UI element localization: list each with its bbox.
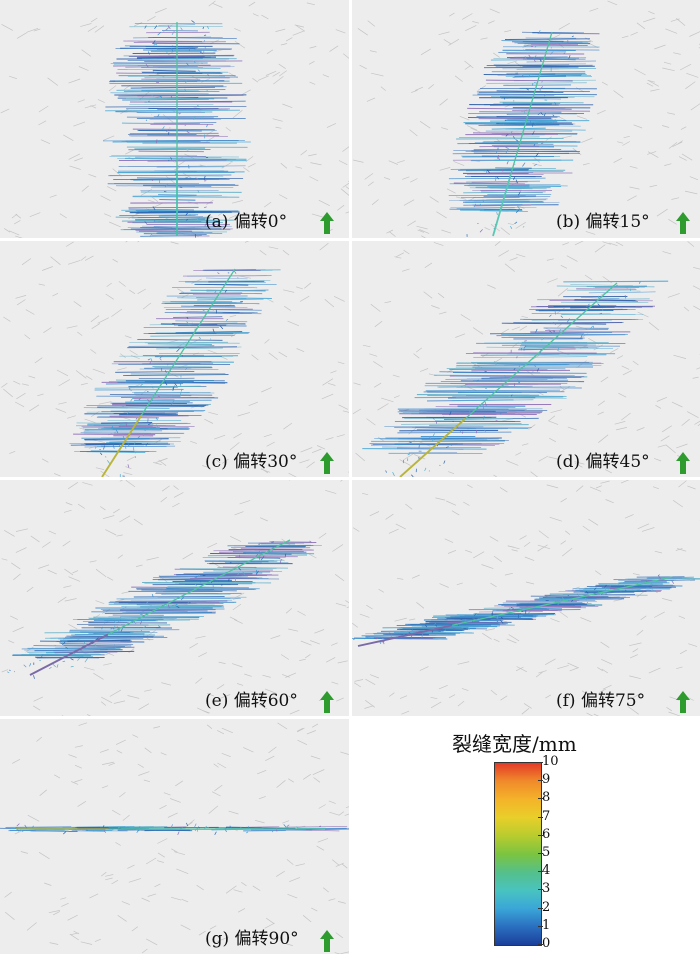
hydraulic-fracture-network [448, 30, 600, 237]
fracture-plot-c [1, 241, 349, 477]
colorbar-tick-label: 2 [542, 899, 551, 915]
hydraulic-fracture-network [362, 280, 669, 477]
caption-f: (f) 偏转75° [556, 691, 646, 711]
colorbar [494, 762, 542, 946]
colorbar-tick-label: 3 [542, 881, 551, 897]
main-fracture-upper [510, 31, 553, 175]
main-fracture-upper [141, 268, 236, 415]
legend-title: 裂缝宽度/mm [452, 732, 577, 756]
main-fracture-lower [357, 624, 453, 647]
colorbar-tick-label: 0 [542, 936, 551, 951]
panel-f: (f) 偏转75° [352, 480, 700, 716]
north-arrow-icon [676, 452, 690, 474]
fracture-plot-a [0, 0, 349, 238]
colorbar-tick-label: 10 [542, 754, 559, 769]
north-arrow-icon [320, 691, 334, 713]
colorbar-tick-mark [538, 925, 543, 927]
hydraulic-fracture-network [7, 540, 322, 679]
panel-g: (g) 偏转90° [0, 719, 349, 954]
north-arrow-icon [320, 452, 334, 474]
colorbar-tick-mark [538, 944, 543, 945]
fracture-plot-g [0, 722, 349, 954]
colorbar-tick-label: 9 [542, 772, 551, 788]
panel-e: (e) 偏转60° [0, 480, 349, 716]
colorbar-tick-mark [538, 834, 543, 836]
caption-e: (e) 偏转60° [205, 691, 298, 711]
natural-fracture-texture [4, 722, 349, 954]
panel-d: (d) 偏转45° [352, 241, 700, 477]
north-arrow-icon [676, 691, 690, 713]
natural-fracture-texture [0, 0, 349, 238]
hydraulic-fracture-network [69, 269, 281, 477]
colorbar-tick-label: 6 [542, 826, 551, 842]
colorbar-tick-mark [538, 798, 543, 800]
colorbar-tick-mark [538, 889, 543, 891]
fracture-plot-f [352, 480, 700, 716]
colorbar-tick-mark [538, 907, 543, 909]
colorbar-tick-mark [538, 853, 543, 854]
colorbar-tick-label: 4 [542, 863, 551, 879]
natural-fracture-texture [352, 480, 700, 716]
main-fracture-lower [492, 174, 512, 237]
north-arrow-icon [320, 212, 334, 234]
fracture-plot-e [1, 480, 349, 716]
fracture-plot-b [353, 0, 700, 238]
colorbar-tick-mark [538, 780, 543, 782]
caption-g: (g) 偏转90° [205, 929, 299, 949]
north-arrow-icon [320, 930, 334, 952]
natural-fracture-texture [1, 241, 349, 477]
main-fracture-upper [464, 282, 618, 420]
main-fracture-lower [29, 633, 109, 676]
colorbar-tick-label: 7 [542, 808, 551, 824]
hydraulic-fracture-network [102, 20, 251, 238]
colorbar-tick-label: 1 [542, 917, 551, 933]
main-fracture-lower [101, 414, 143, 477]
caption-a: (a) 偏转0° [205, 212, 288, 232]
main-fracture-upper [107, 539, 291, 636]
panel-b: (b) 偏转15° [352, 0, 700, 238]
caption-d: (d) 偏转45° [556, 452, 650, 472]
colorbar-tick-mark [538, 762, 543, 763]
colorbar-tick-mark [538, 816, 543, 818]
north-arrow-icon [676, 212, 690, 234]
natural-fracture-texture [1, 480, 349, 716]
color-legend: 裂缝宽度/mm 10 9 8 7 6 5 4 3 2 1 0 [352, 718, 700, 954]
main-fracture-lower [399, 418, 466, 477]
caption-b: (b) 偏转15° [556, 212, 650, 232]
colorbar-tick-label: 8 [542, 790, 551, 806]
colorbar-tick-mark [538, 871, 543, 873]
panel-a: (a) 偏转0° [0, 0, 349, 238]
fracture-plot-d [352, 241, 700, 477]
caption-c: (c) 偏转30° [205, 452, 298, 472]
panel-c: (c) 偏转30° [0, 241, 349, 477]
main-fracture-upper [452, 576, 673, 626]
hydraulic-fracture-network [352, 574, 700, 645]
colorbar-tick-label: 5 [542, 845, 551, 860]
